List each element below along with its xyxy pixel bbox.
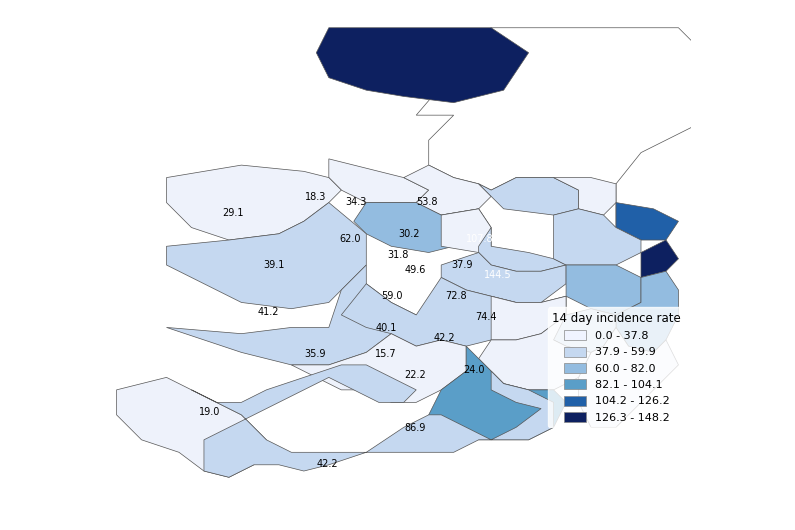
Text: 24.0: 24.0: [463, 365, 484, 375]
Text: 59.0: 59.0: [381, 292, 402, 302]
Text: 15.7: 15.7: [375, 349, 397, 359]
Polygon shape: [354, 202, 491, 252]
Polygon shape: [553, 209, 641, 265]
Text: 62.0: 62.0: [339, 234, 361, 244]
Polygon shape: [441, 209, 491, 252]
Polygon shape: [479, 178, 579, 215]
Text: 30.2: 30.2: [398, 228, 420, 239]
Polygon shape: [192, 365, 553, 478]
Legend: 0.0 - 37.8, 37.9 - 59.9, 60.0 - 82.0, 82.1 - 104.1, 104.2 - 126.2, 126.3 - 148.2: 0.0 - 37.8, 37.9 - 59.9, 60.0 - 82.0, 82…: [548, 307, 685, 427]
Polygon shape: [291, 334, 466, 402]
Text: 144.5: 144.5: [483, 270, 511, 280]
Text: 72.8: 72.8: [445, 292, 467, 302]
Polygon shape: [429, 346, 566, 440]
Polygon shape: [166, 202, 366, 308]
Text: 42.2: 42.2: [316, 460, 338, 469]
Polygon shape: [329, 159, 429, 202]
Text: 86.9: 86.9: [405, 422, 426, 432]
Polygon shape: [479, 315, 591, 390]
Polygon shape: [166, 165, 341, 240]
Polygon shape: [316, 28, 529, 103]
Text: 107.8: 107.8: [466, 234, 494, 244]
Text: 40.1: 40.1: [375, 323, 397, 333]
Polygon shape: [616, 271, 678, 352]
Polygon shape: [441, 252, 566, 303]
Text: 148.2: 148.2: [231, 82, 258, 92]
Text: 74.4: 74.4: [475, 313, 496, 322]
Text: 34.3: 34.3: [346, 197, 367, 207]
Polygon shape: [166, 265, 417, 365]
Polygon shape: [491, 296, 566, 340]
Text: 41.2: 41.2: [258, 307, 279, 317]
Polygon shape: [566, 265, 641, 315]
Polygon shape: [341, 278, 566, 346]
Text: 49.6: 49.6: [405, 265, 426, 275]
Text: 31.8: 31.8: [387, 250, 408, 260]
Polygon shape: [117, 377, 266, 478]
Text: 37.9: 37.9: [452, 260, 473, 270]
Text: 22.2: 22.2: [404, 370, 426, 380]
Polygon shape: [417, 28, 741, 227]
Text: 39.1: 39.1: [264, 260, 285, 270]
Text: 29.1: 29.1: [223, 208, 244, 217]
Polygon shape: [579, 328, 678, 427]
Text: 35.9: 35.9: [304, 349, 326, 359]
Text: 18.3: 18.3: [304, 192, 326, 202]
Polygon shape: [479, 227, 566, 271]
Polygon shape: [553, 308, 616, 352]
Polygon shape: [616, 202, 678, 240]
Polygon shape: [404, 165, 491, 215]
Polygon shape: [553, 178, 616, 215]
Text: 19.0: 19.0: [199, 407, 220, 417]
Polygon shape: [641, 240, 678, 278]
Text: 42.2: 42.2: [433, 333, 456, 343]
Text: 53.8: 53.8: [416, 197, 437, 207]
